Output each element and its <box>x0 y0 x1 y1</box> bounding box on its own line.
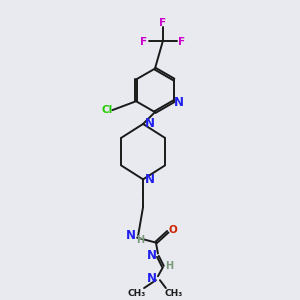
Text: F: F <box>159 18 167 28</box>
Text: O: O <box>168 225 177 235</box>
Text: N: N <box>147 249 157 262</box>
Text: N: N <box>174 96 184 109</box>
Text: CH₃: CH₃ <box>165 289 183 298</box>
Text: H: H <box>136 235 144 244</box>
Text: N: N <box>145 173 155 186</box>
Text: F: F <box>178 37 185 47</box>
Text: N: N <box>145 118 155 130</box>
Text: H: H <box>165 261 173 271</box>
Text: N: N <box>126 229 136 242</box>
Text: F: F <box>140 37 148 47</box>
Text: N: N <box>147 272 157 285</box>
Text: Cl: Cl <box>102 105 113 115</box>
Text: CH₃: CH₃ <box>127 289 145 298</box>
